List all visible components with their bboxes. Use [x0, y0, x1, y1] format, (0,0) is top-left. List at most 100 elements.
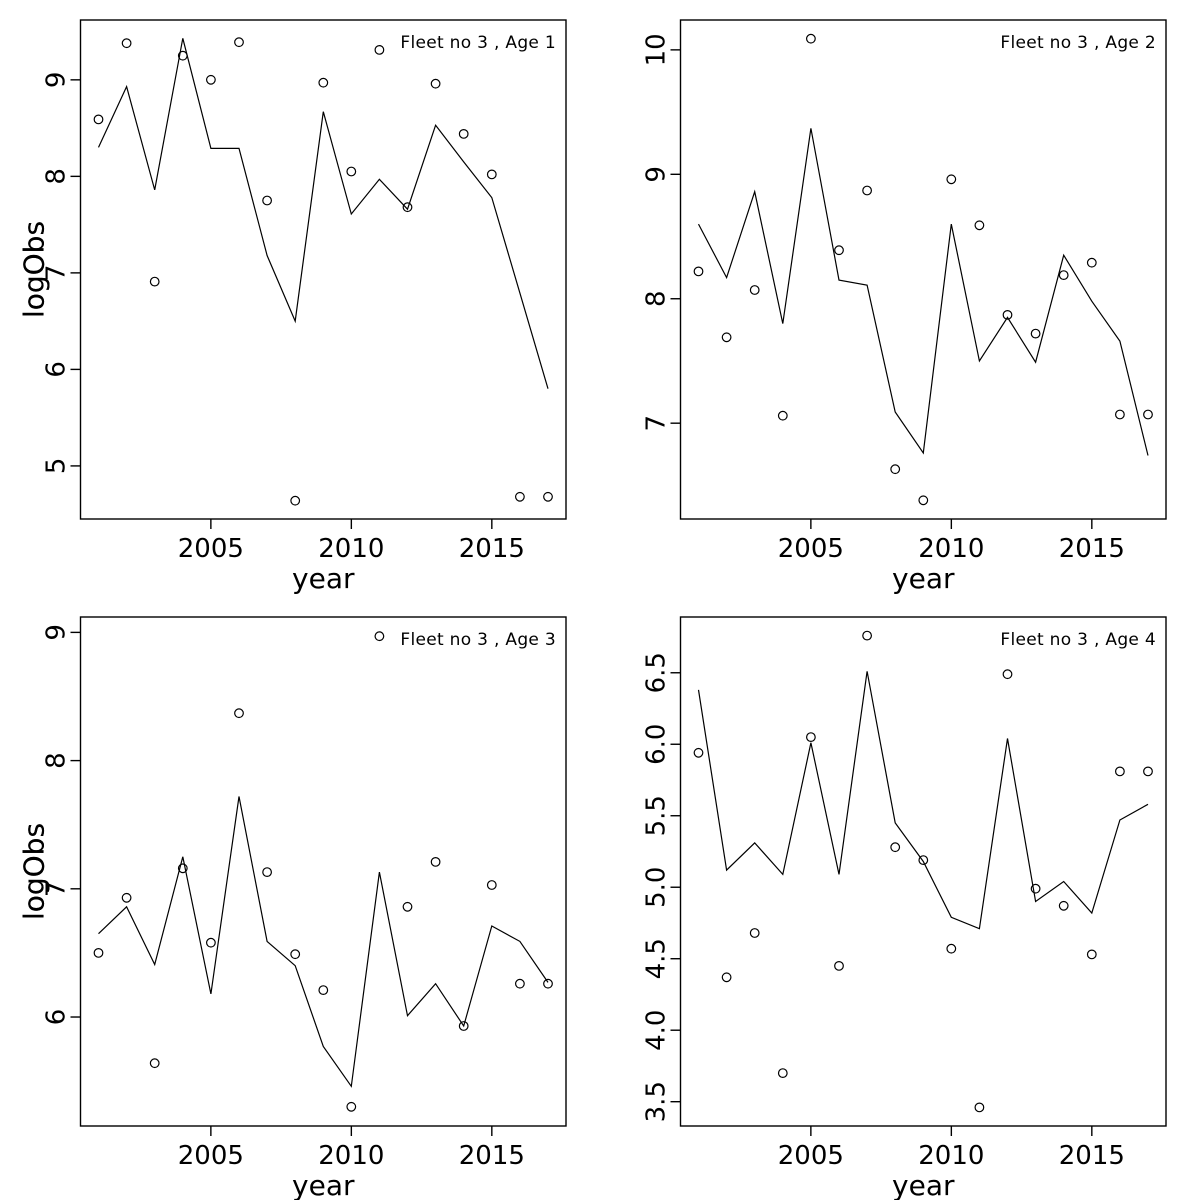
fit-line	[98, 796, 549, 1088]
obs-point	[458, 1021, 469, 1031]
y-tick-label: 7	[42, 881, 72, 898]
obs-point	[693, 266, 704, 277]
x-axis-title: year	[892, 1169, 955, 1200]
obs-point	[543, 491, 553, 502]
obs-point	[93, 948, 104, 958]
obs-point	[93, 114, 104, 125]
y-tick-label: 6.0	[642, 724, 672, 765]
plot-frame	[679, 616, 1167, 1127]
obs-point	[1114, 409, 1125, 420]
obs-point	[515, 978, 525, 989]
panel-top-right: 2005 2010 2015 7 8 9 10 year logObs Fleet no 3 , …	[18, 19, 1167, 595]
y-tick-label: 9	[42, 72, 72, 89]
obs-point	[486, 880, 497, 890]
obs-point	[262, 195, 273, 206]
obs-point	[1002, 310, 1013, 320]
x-tick-label: 2010	[318, 1141, 384, 1171]
panel-top-left: 2005 2010 2015 5 6 7 8 9 year logObs Fleet no 3 , …	[18, 19, 567, 595]
obs-point	[1143, 766, 1153, 777]
y-tick-label: 8	[642, 290, 672, 307]
y-tick-label: 9	[42, 624, 72, 641]
plot-frame	[79, 616, 567, 1127]
x-tick-label: 2005	[178, 534, 244, 564]
obs-point	[515, 491, 525, 502]
y-tick-label: 10	[642, 33, 672, 66]
obs-point	[777, 410, 788, 421]
obs-point	[1030, 328, 1041, 339]
obs-point	[205, 937, 216, 948]
x-axis-title: year	[892, 562, 955, 595]
obs-point	[806, 732, 816, 742]
obs-point	[121, 892, 132, 903]
obs-point	[974, 1102, 985, 1113]
x-tick-label: 2015	[1059, 1141, 1125, 1171]
y-tick-label: 4.0	[642, 1010, 672, 1051]
obs-point	[749, 928, 760, 938]
obs-point	[693, 747, 704, 758]
obs-point	[777, 1068, 788, 1078]
obs-point	[749, 285, 760, 295]
obs-point	[918, 855, 929, 865]
obs-point	[946, 943, 957, 954]
fit-line	[697, 671, 1149, 930]
fit-line	[97, 38, 549, 389]
y-axis-title: logObs	[18, 221, 51, 318]
y-tick-label: 8	[42, 752, 72, 769]
y-tick-label: 7	[42, 265, 72, 282]
obs-point	[177, 863, 188, 874]
obs-point	[946, 174, 957, 185]
y-tick-label: 6.5	[642, 652, 672, 693]
y-tick-label: 7	[642, 415, 672, 432]
y-tick-label: 4.5	[642, 938, 672, 979]
obs-point	[458, 128, 469, 139]
y-axis-title: logObs	[18, 221, 51, 318]
y-tick-label: 3.5	[642, 1081, 672, 1122]
obs-point	[862, 630, 872, 641]
obs-point	[834, 245, 844, 256]
obs-point	[721, 332, 732, 343]
obs-point	[149, 276, 160, 287]
obs-point	[1058, 270, 1069, 281]
y-tick-label: 5.5	[642, 795, 672, 836]
obs-point	[402, 202, 413, 213]
obs-point	[290, 495, 301, 506]
obs-point	[346, 166, 357, 177]
obs-point	[1114, 766, 1125, 777]
obs-point	[890, 464, 901, 475]
y-axis-title: logObs	[18, 823, 51, 920]
obs-point	[290, 949, 301, 960]
y-tick-label: 8	[42, 168, 72, 185]
y-tick-label: 5	[42, 458, 72, 475]
y-axis-title: logObs	[18, 823, 51, 920]
y-tick-label: 6	[42, 361, 72, 378]
obs-point	[234, 37, 244, 48]
obs-point	[205, 74, 216, 85]
x-axis-title: year	[292, 1169, 355, 1200]
x-tick-label: 2005	[178, 1141, 244, 1171]
x-tick-label: 2010	[918, 534, 984, 564]
obs-point	[318, 985, 329, 995]
legend-label: Fleet no 3 , Age 4	[1000, 630, 1156, 650]
obs-point	[374, 631, 385, 642]
obs-point	[1058, 900, 1069, 911]
obs-point	[346, 1101, 357, 1112]
legend-label: Fleet no 3 , Age 1	[400, 33, 556, 53]
obs-point	[234, 708, 244, 719]
obs-point	[318, 77, 329, 88]
obs-point	[1143, 409, 1153, 420]
x-tick-label: 2005	[778, 534, 844, 564]
x-tick-label: 2015	[459, 534, 525, 564]
obs-point	[402, 901, 413, 912]
y-tick-label: 9	[642, 166, 672, 183]
x-axis-title: year	[292, 562, 355, 595]
x-tick-label: 2010	[318, 534, 384, 564]
legend-label: Fleet no 3 , Age 2	[1000, 33, 1156, 53]
obs-point	[486, 169, 497, 180]
panel-bottom-left: 2005 2010 2015 6 7 8 9 year logObs Fleet no 3 , A…	[18, 616, 567, 1200]
x-tick-label: 2010	[918, 1141, 984, 1171]
y-tick-label: 5.0	[642, 867, 672, 908]
x-tick-label: 2015	[459, 1141, 525, 1171]
plot-frame	[679, 19, 1167, 520]
